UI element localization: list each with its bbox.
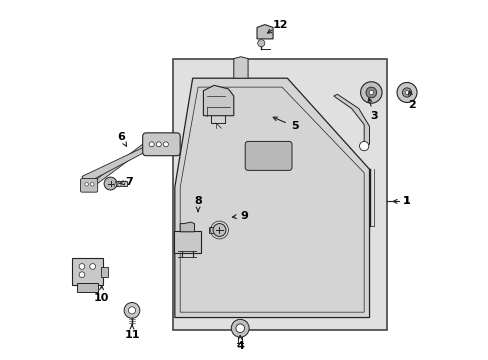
Text: 11: 11	[124, 330, 140, 341]
Text: 7: 7	[125, 177, 133, 187]
Circle shape	[365, 87, 376, 98]
Polygon shape	[82, 146, 146, 184]
FancyBboxPatch shape	[81, 179, 98, 192]
Circle shape	[213, 224, 225, 237]
Polygon shape	[91, 141, 146, 187]
Circle shape	[128, 307, 135, 314]
Polygon shape	[180, 222, 194, 232]
Circle shape	[149, 142, 154, 147]
Text: 1: 1	[402, 197, 410, 206]
Circle shape	[235, 324, 244, 333]
FancyBboxPatch shape	[209, 227, 220, 233]
Text: 1: 1	[402, 197, 410, 206]
Circle shape	[104, 177, 117, 190]
Text: 9: 9	[240, 211, 248, 221]
Circle shape	[163, 142, 168, 147]
Polygon shape	[233, 57, 247, 78]
Text: 5: 5	[290, 121, 298, 131]
Circle shape	[360, 82, 381, 103]
Circle shape	[79, 264, 84, 269]
Polygon shape	[333, 94, 369, 144]
FancyBboxPatch shape	[173, 231, 201, 252]
Circle shape	[231, 319, 248, 337]
Polygon shape	[257, 24, 272, 39]
Circle shape	[402, 88, 411, 97]
Polygon shape	[175, 78, 369, 318]
Circle shape	[124, 302, 140, 318]
FancyBboxPatch shape	[72, 257, 102, 285]
FancyBboxPatch shape	[101, 267, 108, 277]
Text: 8: 8	[194, 197, 202, 206]
Bar	[173, 59, 386, 330]
Text: 10: 10	[94, 293, 109, 303]
Circle shape	[90, 183, 94, 186]
Circle shape	[368, 90, 373, 95]
Circle shape	[405, 91, 408, 94]
Circle shape	[359, 141, 368, 151]
FancyBboxPatch shape	[77, 283, 98, 292]
Text: 12: 12	[272, 19, 287, 30]
Text: 3: 3	[369, 111, 377, 121]
Polygon shape	[203, 85, 233, 116]
Circle shape	[396, 82, 416, 103]
Circle shape	[79, 272, 84, 278]
Circle shape	[90, 264, 95, 269]
Text: 4: 4	[236, 341, 244, 351]
FancyBboxPatch shape	[244, 141, 291, 170]
Text: 2: 2	[407, 100, 415, 110]
Text: 6: 6	[117, 132, 125, 142]
Circle shape	[156, 142, 161, 147]
FancyBboxPatch shape	[142, 133, 180, 156]
Circle shape	[84, 183, 88, 186]
FancyBboxPatch shape	[112, 181, 126, 186]
Circle shape	[257, 40, 264, 47]
